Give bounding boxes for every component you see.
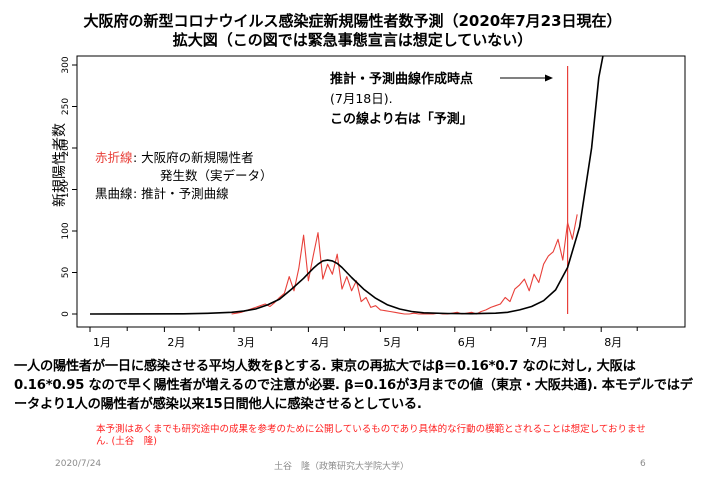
- arrow-annotation-line-2: (7月18日).: [330, 91, 393, 106]
- title-line-2: 拡大図（この図では緊急事態宣言は想定していない）: [172, 31, 533, 49]
- y-tick-label: 150: [61, 181, 71, 198]
- x-tick-label: 8月: [604, 336, 622, 349]
- title-line-1: 大阪府の新型コロナウイルス感染症新規陽性者数予測（2020年7月23日現在）: [83, 12, 622, 30]
- disclaimer: 本予測はあくまでも研究途中の成果を参考のために公開しているものであり具体的な行動…: [96, 424, 646, 447]
- black-forecast-series: [89, 56, 604, 315]
- y-axis-label: 新規陽性者数: [52, 123, 68, 207]
- y-tick-label: 200: [61, 139, 71, 156]
- plot-border: [76, 55, 686, 328]
- x-tick-label: 2月: [167, 336, 185, 349]
- series-layer: [89, 56, 604, 315]
- x-tick-label: 7月: [530, 336, 548, 349]
- x-tick-label: 5月: [383, 336, 401, 349]
- legend-black-text: : 推計・予測曲線: [133, 186, 229, 201]
- footer-author: 土谷 隆（政策研究大学院大学）: [274, 462, 410, 472]
- arrow-annotation-line-3: この線より右は「予測」: [330, 111, 473, 127]
- x-tick-label: 3月: [237, 336, 255, 349]
- red-actual-series: [231, 214, 578, 315]
- y-axis: 0 50 100 150 200 250 300: [61, 56, 77, 317]
- y-tick-label: 250: [61, 98, 71, 115]
- y-tick-label: 50: [61, 267, 71, 279]
- footer-date: 2020/7/24: [55, 459, 102, 469]
- y-tick-label: 100: [61, 222, 71, 239]
- y-tick-label: 0: [61, 311, 71, 317]
- covid-forecast-chart: 0 50 100 150 200 250 300 1月 2月 3月 4月 5月 6月 7月 8月 新規陽性…: [52, 55, 686, 349]
- slide-title: 大阪府の新型コロナウイルス感染症新規陽性者数予測（2020年7月23日現在） 拡…: [0, 12, 705, 50]
- legend-red-text-1: : 大阪府の新規陽性者: [133, 150, 254, 165]
- x-axis: 1月 2月 3月 4月 5月 6月 7月 8月: [89, 327, 638, 349]
- x-tick-label: 1月: [93, 336, 111, 349]
- model-description: 一人の陽性者が一日に感染させる平均人数をβとする. 東京の再拡大ではβ＝0.16…: [14, 359, 693, 412]
- plot-frame: [76, 55, 686, 328]
- y-tick-label: 300: [61, 56, 71, 73]
- arrow-annotation-line-1: 推計・予測曲線作成時点: [330, 71, 473, 87]
- annotation-arrow-head: [545, 74, 553, 82]
- x-tick-label: 6月: [458, 336, 476, 349]
- legend-red-label: 赤折線: [95, 150, 133, 165]
- legend-red-text-2: 発生数（実データ）: [160, 168, 273, 183]
- x-tick-label: 4月: [311, 336, 329, 349]
- legend-black-label: 黒曲線: [95, 186, 133, 201]
- page-number: 6: [640, 459, 646, 469]
